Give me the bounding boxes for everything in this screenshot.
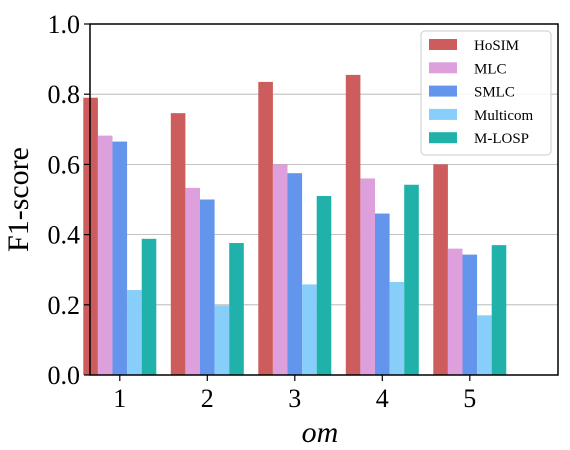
legend: HoSIM MLC SMLC Multicom M-LOSP	[420, 30, 552, 156]
x-axis-ticks: 1 2 3 4 5	[113, 375, 476, 413]
y-axis-title: F1-score	[2, 147, 35, 252]
bar-multicom-3	[302, 284, 317, 375]
legend-label-hosim: HoSIM	[474, 38, 519, 54]
bar-mlc-4	[360, 178, 375, 375]
y-tick-label: 0.2	[48, 291, 81, 320]
bar-multicom-1	[127, 290, 142, 375]
bar-mlc-2	[185, 187, 200, 375]
bar-smlc-1	[112, 141, 128, 375]
legend-swatch-m-losp	[429, 132, 457, 144]
bar-mlc-1	[97, 135, 113, 375]
bar-m-losp-5	[491, 245, 507, 375]
legend-swatch-hosim	[429, 39, 457, 50]
legend-swatch-smlc	[429, 85, 457, 97]
legend-box	[420, 30, 552, 156]
bars	[83, 74, 507, 376]
bar-multicom-5	[477, 315, 492, 375]
bar-hosim-3	[258, 81, 273, 375]
legend-label-mlc: MLC	[474, 61, 507, 77]
bar-smlc-4	[375, 213, 390, 375]
bar-multicom-2	[214, 305, 230, 375]
legend-label-m-losp: M-LOSP	[474, 131, 529, 147]
bar-m-losp-4	[404, 184, 419, 375]
y-tick-label: 1.0	[48, 10, 81, 39]
bar-mlc-5	[447, 248, 463, 375]
bar-multicom-4	[389, 281, 405, 375]
y-tick-label: 0.8	[48, 80, 81, 109]
x-tick-label: 3	[288, 384, 301, 413]
x-tick-label: 1	[113, 384, 126, 413]
y-tick-label: 0.0	[48, 361, 81, 390]
x-tick-label: 4	[376, 384, 389, 413]
bar-m-losp-2	[229, 243, 244, 375]
bar-m-losp-3	[316, 195, 332, 375]
y-axis-ticks: 0.0 0.2 0.4 0.6 0.8 1.0	[48, 10, 90, 390]
y-tick-label: 0.4	[48, 221, 81, 250]
legend-swatch-multicom	[429, 108, 457, 120]
bar-hosim-5	[433, 164, 448, 375]
bar-mlc-3	[272, 164, 288, 375]
bar-hosim-4	[345, 74, 361, 376]
x-tick-label: 5	[463, 384, 476, 413]
x-tick-label: 2	[201, 384, 214, 413]
plot-frame	[89, 23, 559, 376]
y-tick-label: 0.6	[48, 150, 81, 179]
x-axis-title: om	[302, 416, 339, 449]
bar-smlc-3	[287, 173, 303, 375]
legend-swatch-mlc	[429, 62, 457, 74]
bar-smlc-5	[462, 254, 478, 375]
bar-m-losp-1	[141, 238, 157, 375]
legend-label-multicom: Multicom	[474, 108, 533, 124]
legend-label-smlc: SMLC	[474, 85, 515, 101]
bar-hosim-2	[170, 113, 186, 376]
bar-smlc-2	[200, 199, 215, 375]
